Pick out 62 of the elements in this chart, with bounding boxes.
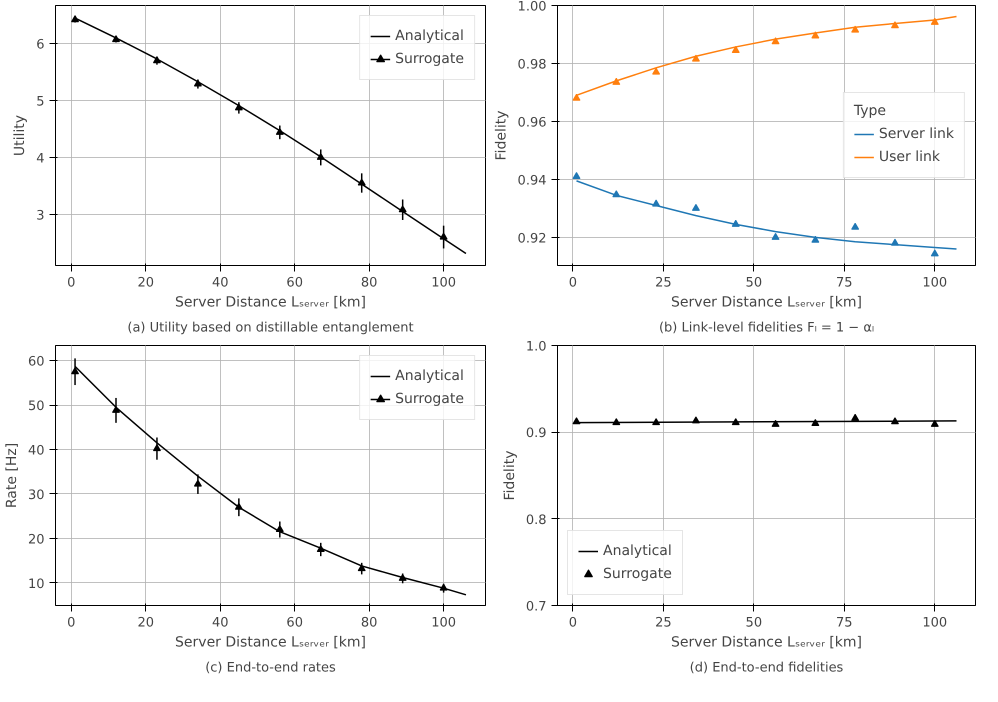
text: (d) End-to-end fidelities xyxy=(690,660,844,676)
x-tick-label: 40 xyxy=(212,276,229,290)
y-tick-label: 0.8 xyxy=(526,512,547,528)
y-tick-label: 60 xyxy=(28,354,45,370)
legend-label: Surrogate xyxy=(395,51,464,67)
x-axis-title: Server Distance Lₛₑᵣᵥₑᵣ [km] xyxy=(671,634,862,650)
x-tick-label: 75 xyxy=(836,616,853,630)
y-tick-label: 0.96 xyxy=(518,115,547,130)
y-tick-label: 0.98 xyxy=(518,57,547,72)
y-tick-label: 0.7 xyxy=(526,600,547,614)
text: (b) Link-level fidelities Fₗ = 1 − αₗ xyxy=(658,320,874,336)
legend-title: Type xyxy=(854,103,888,119)
x-axis-title: Server Distance Lₛₑᵣᵥₑᵣ [km] xyxy=(671,294,862,310)
x-tick-label: 100 xyxy=(922,276,948,290)
y-tick-label: 0.94 xyxy=(518,173,547,188)
x-tick-label: 20 xyxy=(138,276,154,290)
legend-label: User link xyxy=(878,149,940,165)
y-tick-label: 1.0 xyxy=(526,340,547,354)
legend-label: Surrogate xyxy=(603,566,672,582)
x-tick-label: 60 xyxy=(286,276,303,290)
y-tick-label: 30 xyxy=(28,488,45,503)
legend-label: Surrogate xyxy=(395,391,464,407)
legend-label: Server link xyxy=(878,126,954,142)
x-tick-label: 75 xyxy=(836,276,853,290)
x-tick-label: 50 xyxy=(746,616,762,630)
x-tick-label: 50 xyxy=(746,276,762,290)
y-tick-label: 4 xyxy=(36,151,45,166)
x-axis-title: Server Distance Lₛₑᵣᵥₑᵣ [km] xyxy=(175,634,366,650)
x-tick-label: 0 xyxy=(568,616,578,630)
legend-label: Analytical xyxy=(395,28,464,44)
y-axis-title: Fidelity xyxy=(502,450,518,500)
legend-label: Analytical xyxy=(395,368,464,384)
y-axis-title: Utility xyxy=(12,114,28,156)
y-axis-title: Fidelity xyxy=(494,110,510,160)
y-tick-label: 50 xyxy=(28,399,45,414)
y-tick-label: 0.9 xyxy=(526,426,547,442)
y-axis-title: Rate [Hz] xyxy=(4,442,20,508)
y-tick-label: 10 xyxy=(28,576,45,592)
x-axis-title: Server Distance Lₛₑᵣᵥₑᵣ [km] xyxy=(175,294,366,310)
x-tick-label: 100 xyxy=(431,616,456,630)
x-tick-label: 0 xyxy=(67,276,76,290)
y-tick-label: 3 xyxy=(36,208,45,224)
x-tick-label: 80 xyxy=(360,276,378,290)
y-tick-label: 40 xyxy=(28,444,45,458)
y-tick-label: 20 xyxy=(28,532,45,548)
text: (c) End-to-end rates xyxy=(205,660,336,676)
text: (a) Utility based on distillable entanglement xyxy=(127,320,414,336)
x-tick-label: 25 xyxy=(655,276,672,290)
x-tick-label: 25 xyxy=(655,616,672,630)
x-tick-label: 60 xyxy=(286,616,303,630)
y-tick-label: 5 xyxy=(36,94,45,110)
x-tick-label: 100 xyxy=(431,276,456,290)
legend-label: Analytical xyxy=(603,543,672,559)
y-tick-label: 1.00 xyxy=(518,0,547,14)
x-tick-label: 0 xyxy=(568,276,578,290)
x-tick-label: 100 xyxy=(922,616,948,630)
x-tick-label: 40 xyxy=(212,616,229,630)
x-tick-label: 80 xyxy=(360,616,378,630)
y-tick-label: 6 xyxy=(36,38,45,53)
x-tick-label: 20 xyxy=(138,616,154,630)
x-tick-label: 0 xyxy=(67,616,76,630)
y-tick-label: 0.92 xyxy=(518,231,547,246)
